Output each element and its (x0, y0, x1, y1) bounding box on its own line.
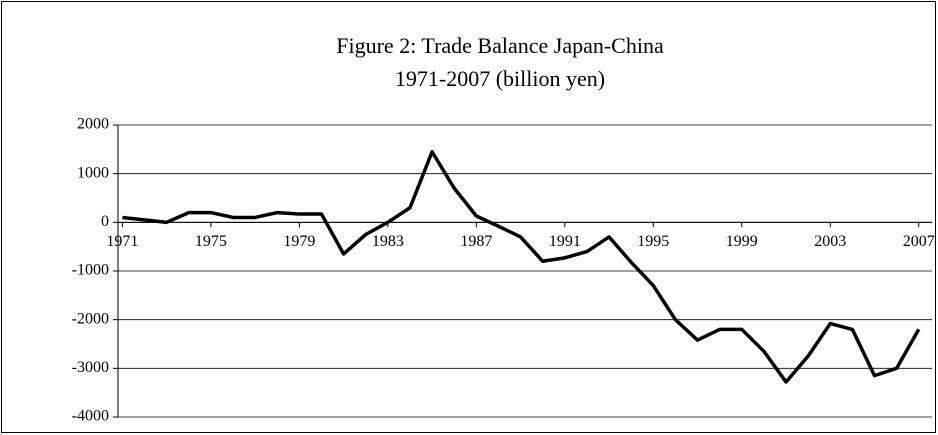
x-tick-label: 1975 (195, 233, 227, 250)
x-tick-label: 1979 (283, 233, 315, 250)
y-tick-label: -3000 (72, 359, 109, 376)
x-tick-label: 1987 (460, 233, 492, 250)
y-tick-label: 1000 (77, 164, 109, 181)
x-tick-label: 2007 (903, 233, 935, 250)
data-line (122, 150, 921, 384)
x-tick-label: 1971 (106, 233, 138, 250)
y-tick-label: 2000 (77, 116, 109, 133)
y-tick-label: -4000 (72, 408, 109, 425)
y-tick-label: -1000 (72, 262, 109, 279)
chart-title: Figure 2: Trade Balance Japan-China (336, 33, 664, 58)
y-tick-label: -2000 (72, 310, 109, 327)
y-tick-label: 0 (101, 213, 109, 230)
x-tick-label: 1991 (549, 233, 581, 250)
x-tick-label: 1995 (637, 233, 669, 250)
x-tick-label: 2003 (814, 233, 846, 250)
x-tick-label: 1999 (726, 233, 758, 250)
x-tick-label: 1983 (372, 233, 404, 250)
chart-subtitle: 1971-2007 (billion yen) (395, 66, 605, 91)
